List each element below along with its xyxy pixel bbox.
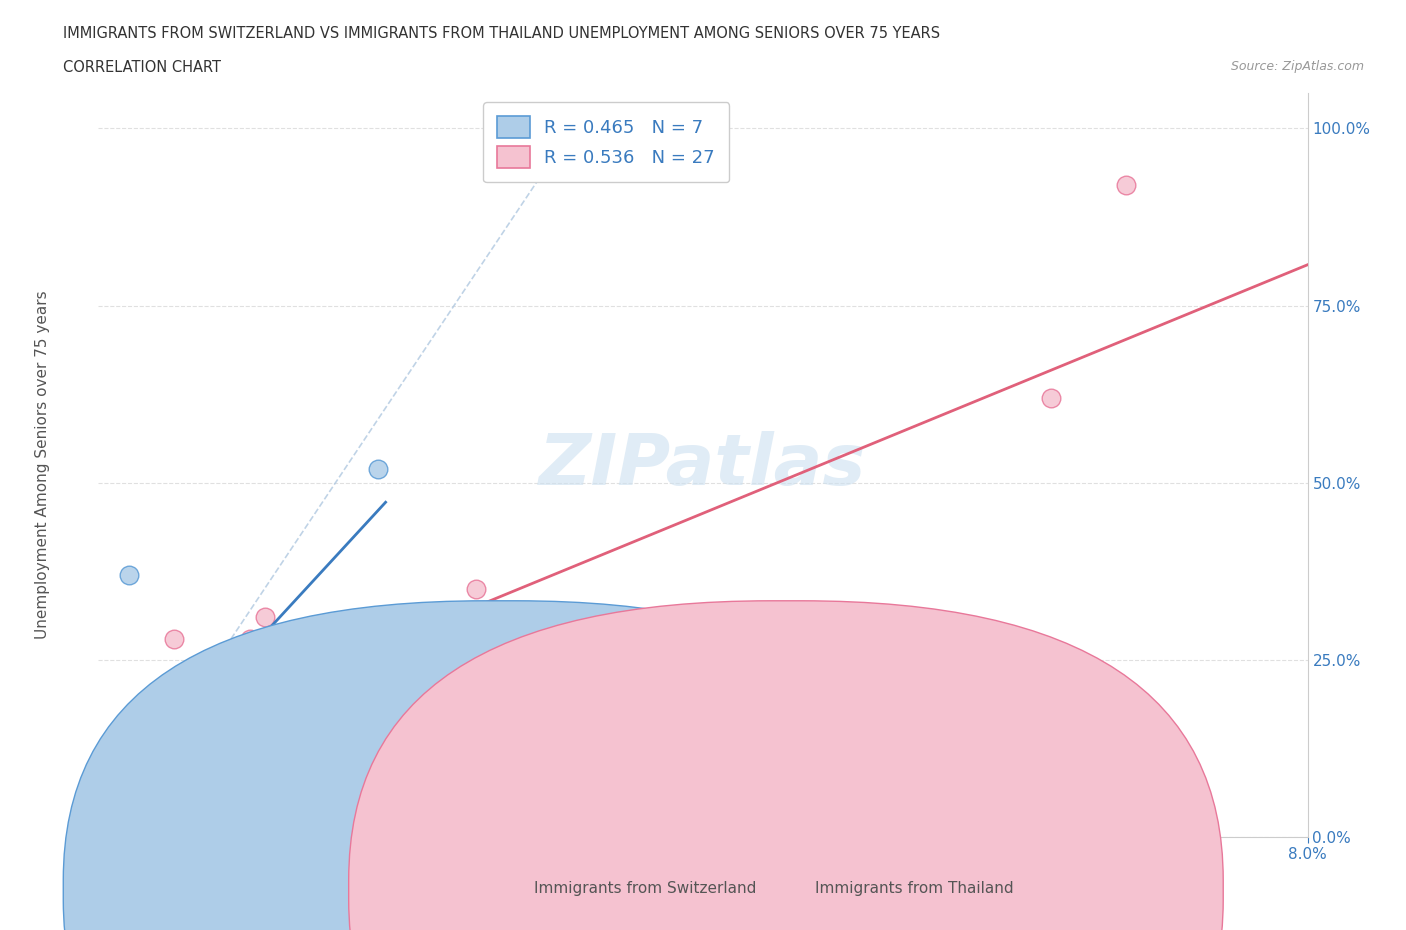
Point: [253, 610, 276, 625]
Text: Unemployment Among Seniors over 75 years: Unemployment Among Seniors over 75 years: [35, 291, 49, 639]
Point: [405, 617, 427, 631]
Point: [163, 724, 186, 738]
Point: [434, 673, 457, 688]
Point: [94, 787, 117, 802]
Point: [179, 787, 201, 802]
Text: ZIPatlas: ZIPatlas: [540, 431, 866, 499]
Text: IMMIGRANTS FROM SWITZERLAND VS IMMIGRANTS FROM THAILAND UNEMPLOYMENT AMONG SENIO: IMMIGRANTS FROM SWITZERLAND VS IMMIGRANT…: [63, 26, 941, 41]
Point: [132, 709, 155, 724]
Point: [132, 816, 155, 830]
Point: [193, 681, 215, 696]
Text: Source: ZipAtlas.com: Source: ZipAtlas.com: [1230, 60, 1364, 73]
Point: [329, 645, 352, 660]
Legend: R = 0.465   N = 7, R = 0.536   N = 27: R = 0.465 N = 7, R = 0.536 N = 27: [484, 102, 730, 182]
Point: [616, 759, 638, 774]
Point: [344, 673, 367, 688]
Point: [269, 631, 291, 646]
Point: [1039, 391, 1062, 405]
Point: [148, 808, 170, 823]
Point: [299, 667, 322, 682]
Point: [374, 702, 396, 717]
Point: [239, 631, 262, 646]
Point: [118, 567, 141, 582]
Point: [208, 659, 231, 674]
Point: [284, 688, 307, 703]
Point: [179, 702, 201, 717]
Point: [465, 581, 488, 596]
Point: [163, 780, 186, 795]
Point: [87, 802, 110, 817]
Text: CORRELATION CHART: CORRELATION CHART: [63, 60, 221, 75]
Point: [495, 659, 517, 674]
Point: [1115, 178, 1137, 193]
Point: [103, 787, 125, 802]
Point: [224, 645, 246, 660]
Point: [367, 461, 389, 476]
Text: Immigrants from Thailand: Immigrants from Thailand: [815, 881, 1014, 896]
Point: [132, 759, 155, 774]
Point: [118, 773, 141, 788]
Point: [163, 631, 186, 646]
Text: Immigrants from Switzerland: Immigrants from Switzerland: [534, 881, 756, 896]
Point: [148, 737, 170, 752]
